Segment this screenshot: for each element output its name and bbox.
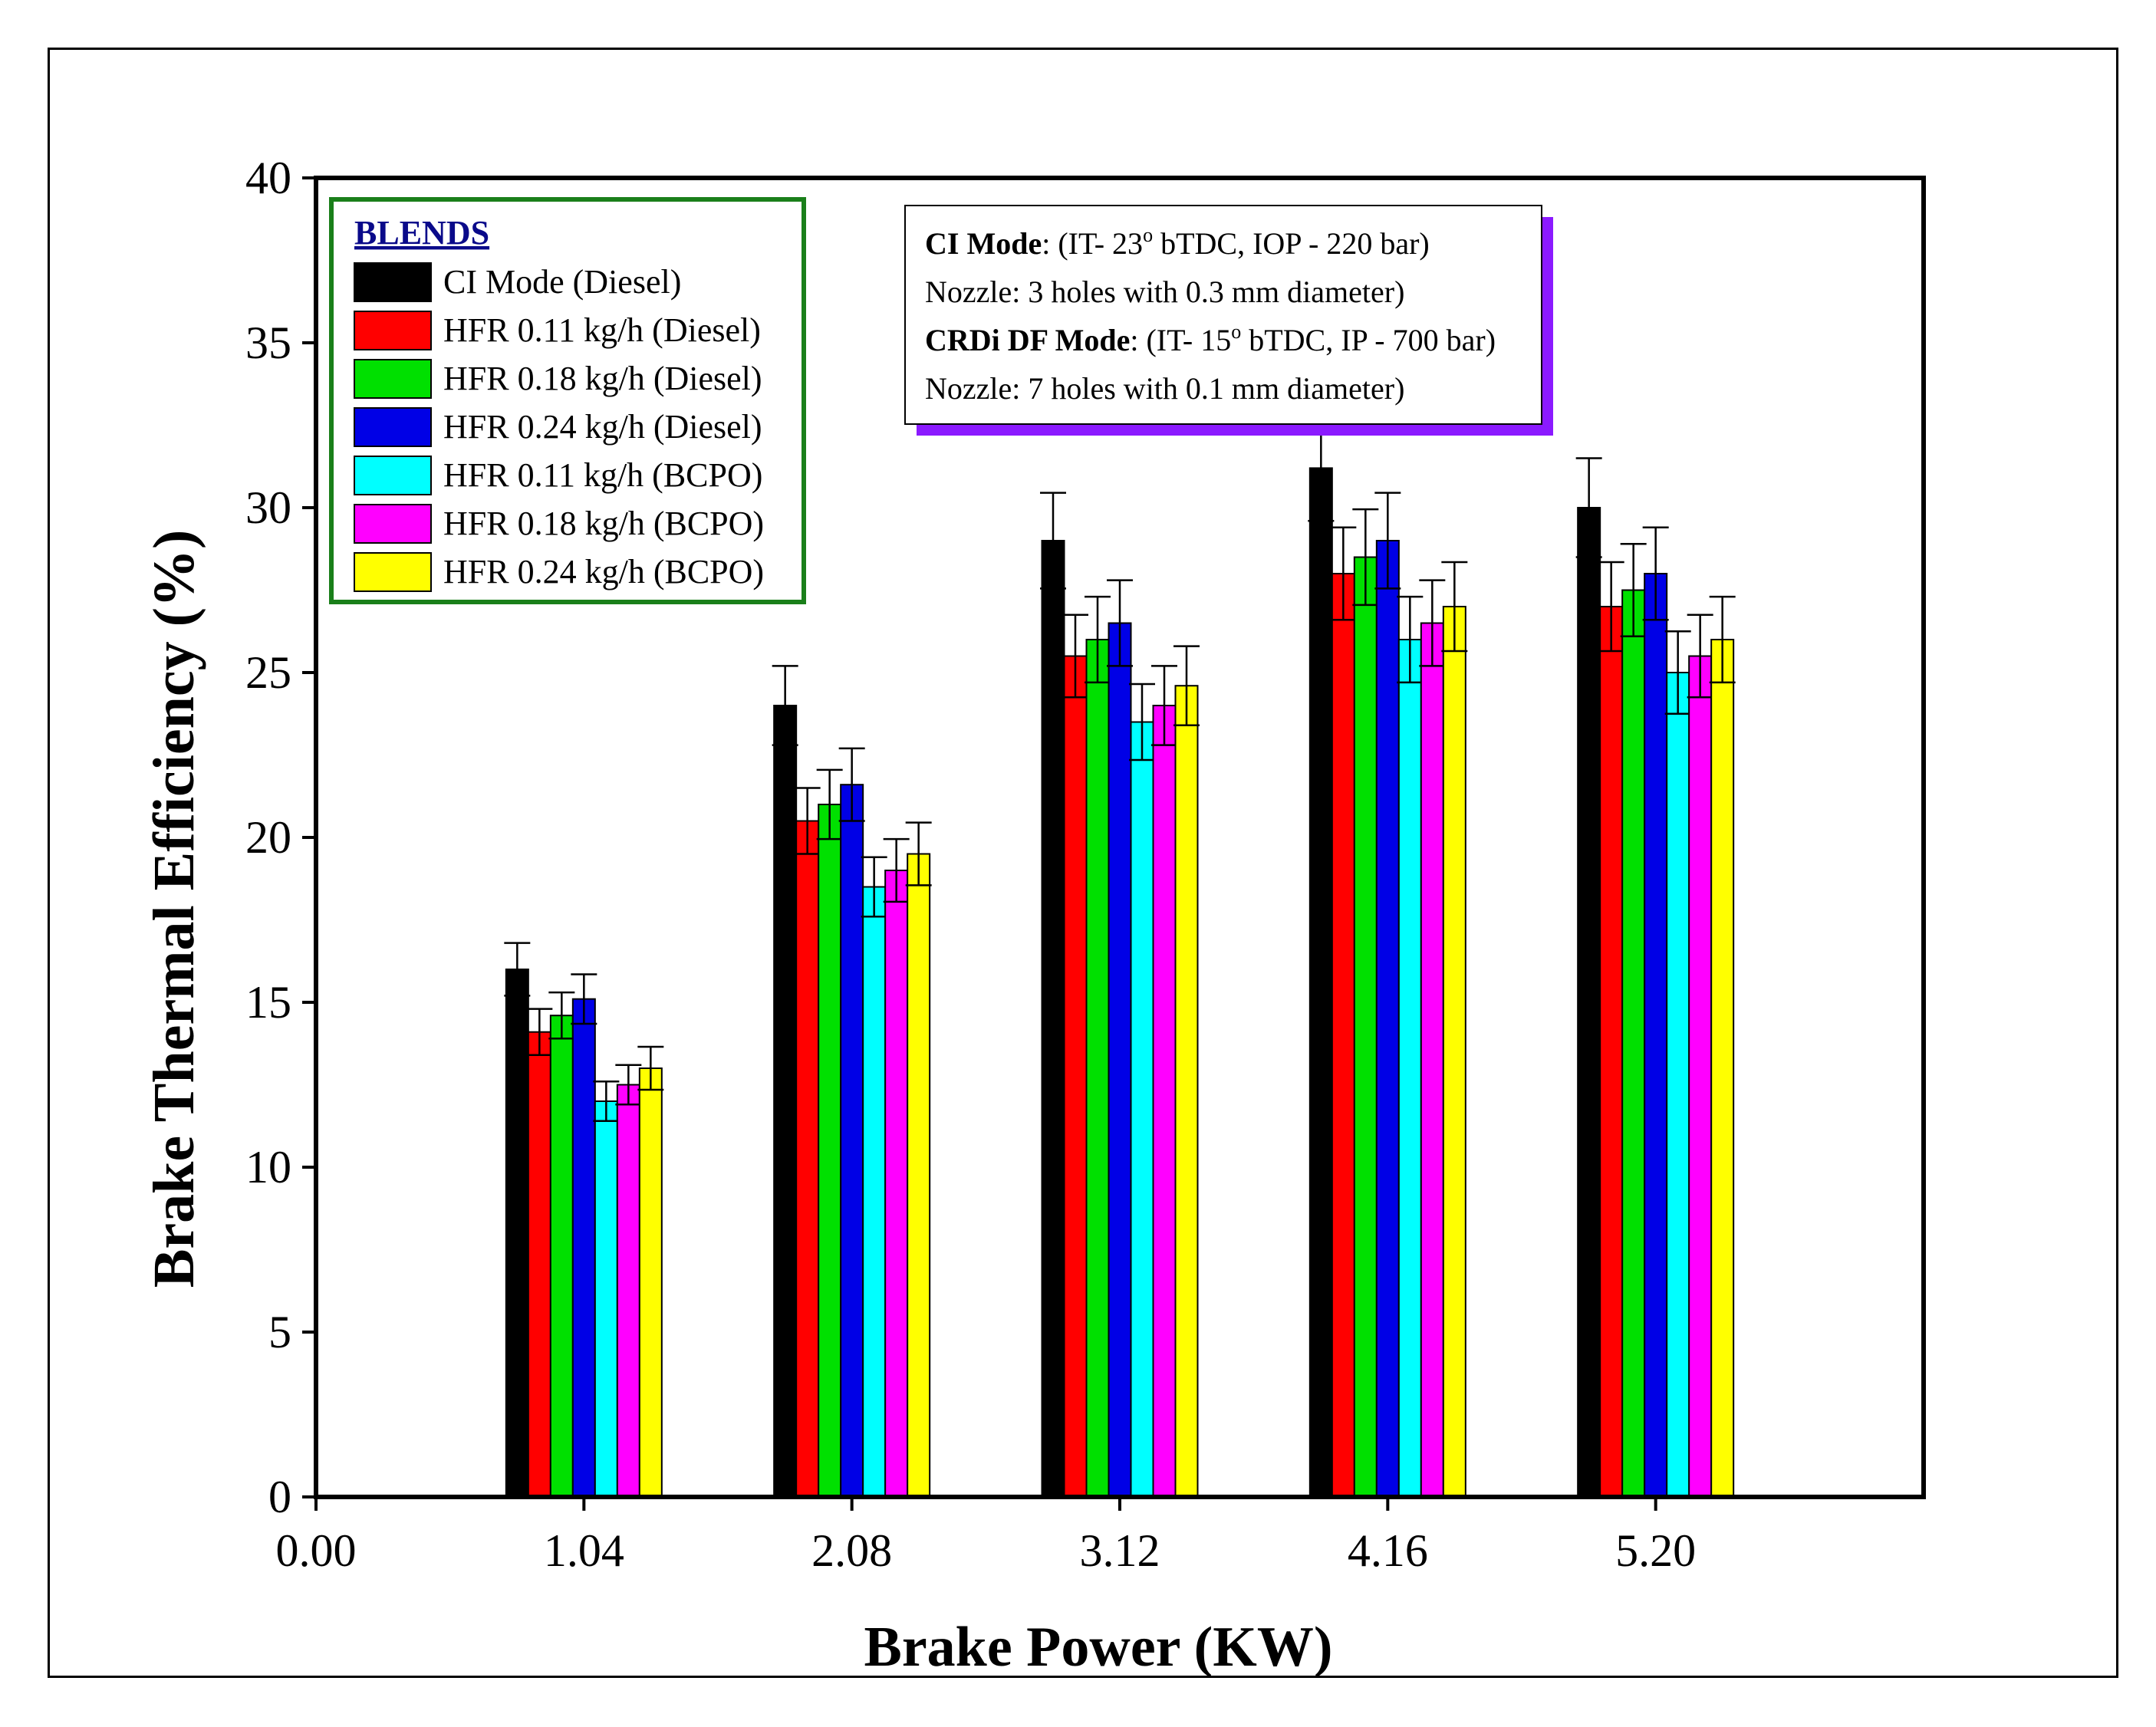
bar <box>840 784 864 1498</box>
bar <box>1331 573 1355 1498</box>
x-tick-label: 2.08 <box>811 1525 892 1576</box>
legend-label: HFR 0.18 kg/h (Diesel) <box>443 360 762 397</box>
bar <box>907 853 931 1498</box>
bar <box>1644 573 1668 1498</box>
bar <box>1108 622 1132 1498</box>
x-tick-label: 3.12 <box>1080 1525 1160 1576</box>
bar <box>505 969 529 1498</box>
y-tick-label: 40 <box>245 153 291 203</box>
bar <box>1085 639 1110 1498</box>
legend-label: HFR 0.11 kg/h (BCPO) <box>443 456 762 494</box>
bar <box>884 870 909 1498</box>
bar <box>1599 606 1624 1498</box>
x-tick-label: 1.04 <box>544 1525 624 1576</box>
x-axis-label: Brake Power (KW) <box>864 1616 1332 1679</box>
info-line-4: Nozzle: 7 holes with 0.1 mm diameter) <box>925 371 1404 406</box>
bar <box>594 1100 618 1498</box>
y-tick-label: 0 <box>268 1472 291 1522</box>
y-tick-label: 25 <box>245 647 291 698</box>
bar <box>1353 556 1378 1498</box>
info-line-2: Nozzle: 3 holes with 0.3 mm diameter) <box>925 275 1404 309</box>
legend-swatch <box>354 504 432 544</box>
info-box-frame <box>904 205 1542 425</box>
y-tick-label: 35 <box>245 317 291 368</box>
y-tick-label: 15 <box>245 977 291 1028</box>
legend-label: HFR 0.18 kg/h (BCPO) <box>443 505 764 542</box>
bar <box>818 804 842 1498</box>
legend-swatch <box>354 311 432 350</box>
x-tick-label: 5.20 <box>1615 1525 1696 1576</box>
info-line-1: CI Mode: (IT- 23o bTDC, IOP - 220 bar) <box>925 224 1430 261</box>
bar <box>1621 589 1646 1498</box>
y-axis-label: Brake Thermal Efficiency (%) <box>142 530 206 1288</box>
legend-title: BLENDS <box>354 214 489 252</box>
bar <box>1420 622 1444 1498</box>
bar <box>638 1067 663 1498</box>
y-tick-label: 5 <box>268 1307 291 1357</box>
legend-swatch <box>354 262 432 302</box>
bar <box>1063 655 1088 1498</box>
bars-layer <box>504 414 1736 1498</box>
bar <box>1041 540 1065 1498</box>
bar <box>549 1015 574 1498</box>
bar <box>616 1084 640 1498</box>
x-tick-label: 0.00 <box>276 1525 357 1576</box>
bar <box>1174 685 1199 1498</box>
bar <box>571 998 596 1498</box>
y-tick-label: 20 <box>245 812 291 863</box>
info-box: CI Mode: (IT- 23o bTDC, IOP - 220 bar) N… <box>904 205 1553 436</box>
bar <box>527 1031 551 1498</box>
legend-swatch <box>354 456 432 495</box>
axes-layer: 0 5 10 15 20 25 30 35 40 0.00 1.04 2.08 3.12 4.16 5.20 <box>245 153 1926 1576</box>
bar <box>1710 639 1735 1498</box>
bar <box>1397 639 1422 1498</box>
info-line-3: CRDi DF Mode: (IT- 15o bTDC, IP - 700 ba… <box>925 321 1496 357</box>
legend-swatch <box>354 407 432 447</box>
x-tick-label: 4.16 <box>1348 1525 1428 1576</box>
bar <box>773 705 798 1498</box>
bar <box>1152 705 1177 1498</box>
bar <box>862 886 887 1498</box>
legend-swatch <box>354 359 432 399</box>
legend: BLENDS CI Mode (Diesel) HFR 0.11 kg/h (Di… <box>329 197 806 604</box>
figure-frame <box>48 48 2118 1678</box>
legend-items: CI Mode (Diesel) HFR 0.11 kg/h (Diesel) HF… <box>354 262 764 592</box>
bar <box>1666 672 1690 1498</box>
bar <box>1442 606 1466 1498</box>
bar <box>1577 507 1601 1498</box>
y-tick-label: 10 <box>245 1142 291 1192</box>
legend-swatch <box>354 552 432 592</box>
bar <box>1688 655 1713 1498</box>
legend-label: HFR 0.11 kg/h (Diesel) <box>443 311 761 349</box>
legend-label: HFR 0.24 kg/h (Diesel) <box>443 408 762 446</box>
bar <box>1130 721 1154 1498</box>
y-tick-label: 30 <box>245 482 291 533</box>
legend-label: HFR 0.24 kg/h (BCPO) <box>443 553 764 590</box>
bar <box>795 820 820 1498</box>
bar <box>1308 467 1333 1498</box>
legend-label: CI Mode (Diesel) <box>443 263 681 301</box>
bar <box>1375 540 1400 1498</box>
